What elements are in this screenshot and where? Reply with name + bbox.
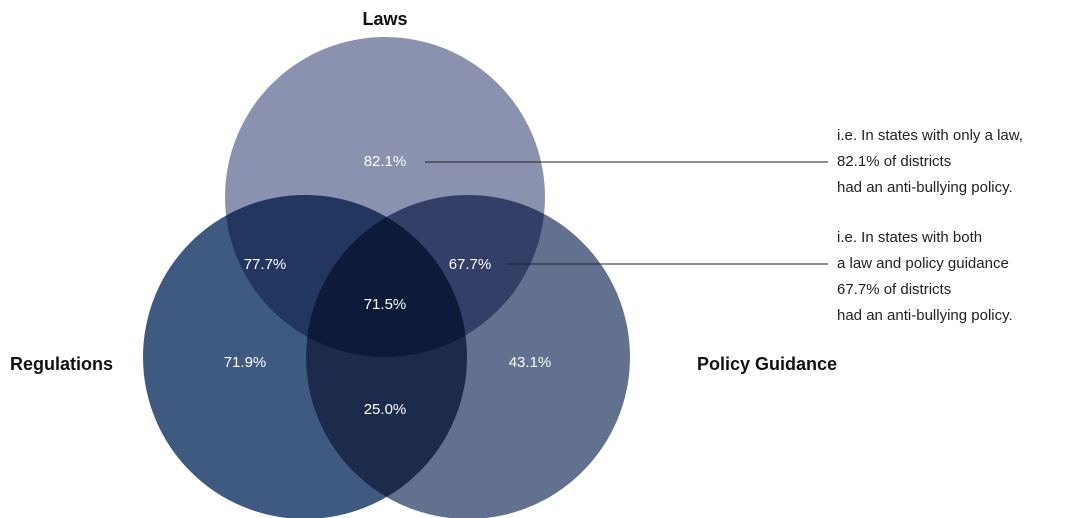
annotation-line: i.e. In states with both xyxy=(837,229,982,246)
region-label: 67.7% xyxy=(449,256,492,273)
region-label: 25.0% xyxy=(364,401,407,418)
annotation-line: a law and policy guidance xyxy=(837,255,1009,272)
annotation-line: 82.1% of districts xyxy=(837,153,951,170)
region-label: 71.9% xyxy=(224,354,267,371)
annotation-line: had an anti-bullying policy. xyxy=(837,307,1013,324)
set-label: Policy Guidance xyxy=(697,354,837,374)
annotation-line: had an anti-bullying policy. xyxy=(837,179,1013,196)
region-label: 43.1% xyxy=(509,354,552,371)
region-label: 82.1% xyxy=(364,153,407,170)
region-label: 71.5% xyxy=(364,296,407,313)
region-label: 77.7% xyxy=(244,256,287,273)
set-label: Regulations xyxy=(10,354,113,374)
annotation-line: i.e. In states with only a law, xyxy=(837,127,1023,144)
annotation-line: 67.7% of districts xyxy=(837,281,951,298)
set-label: Laws xyxy=(362,9,407,29)
